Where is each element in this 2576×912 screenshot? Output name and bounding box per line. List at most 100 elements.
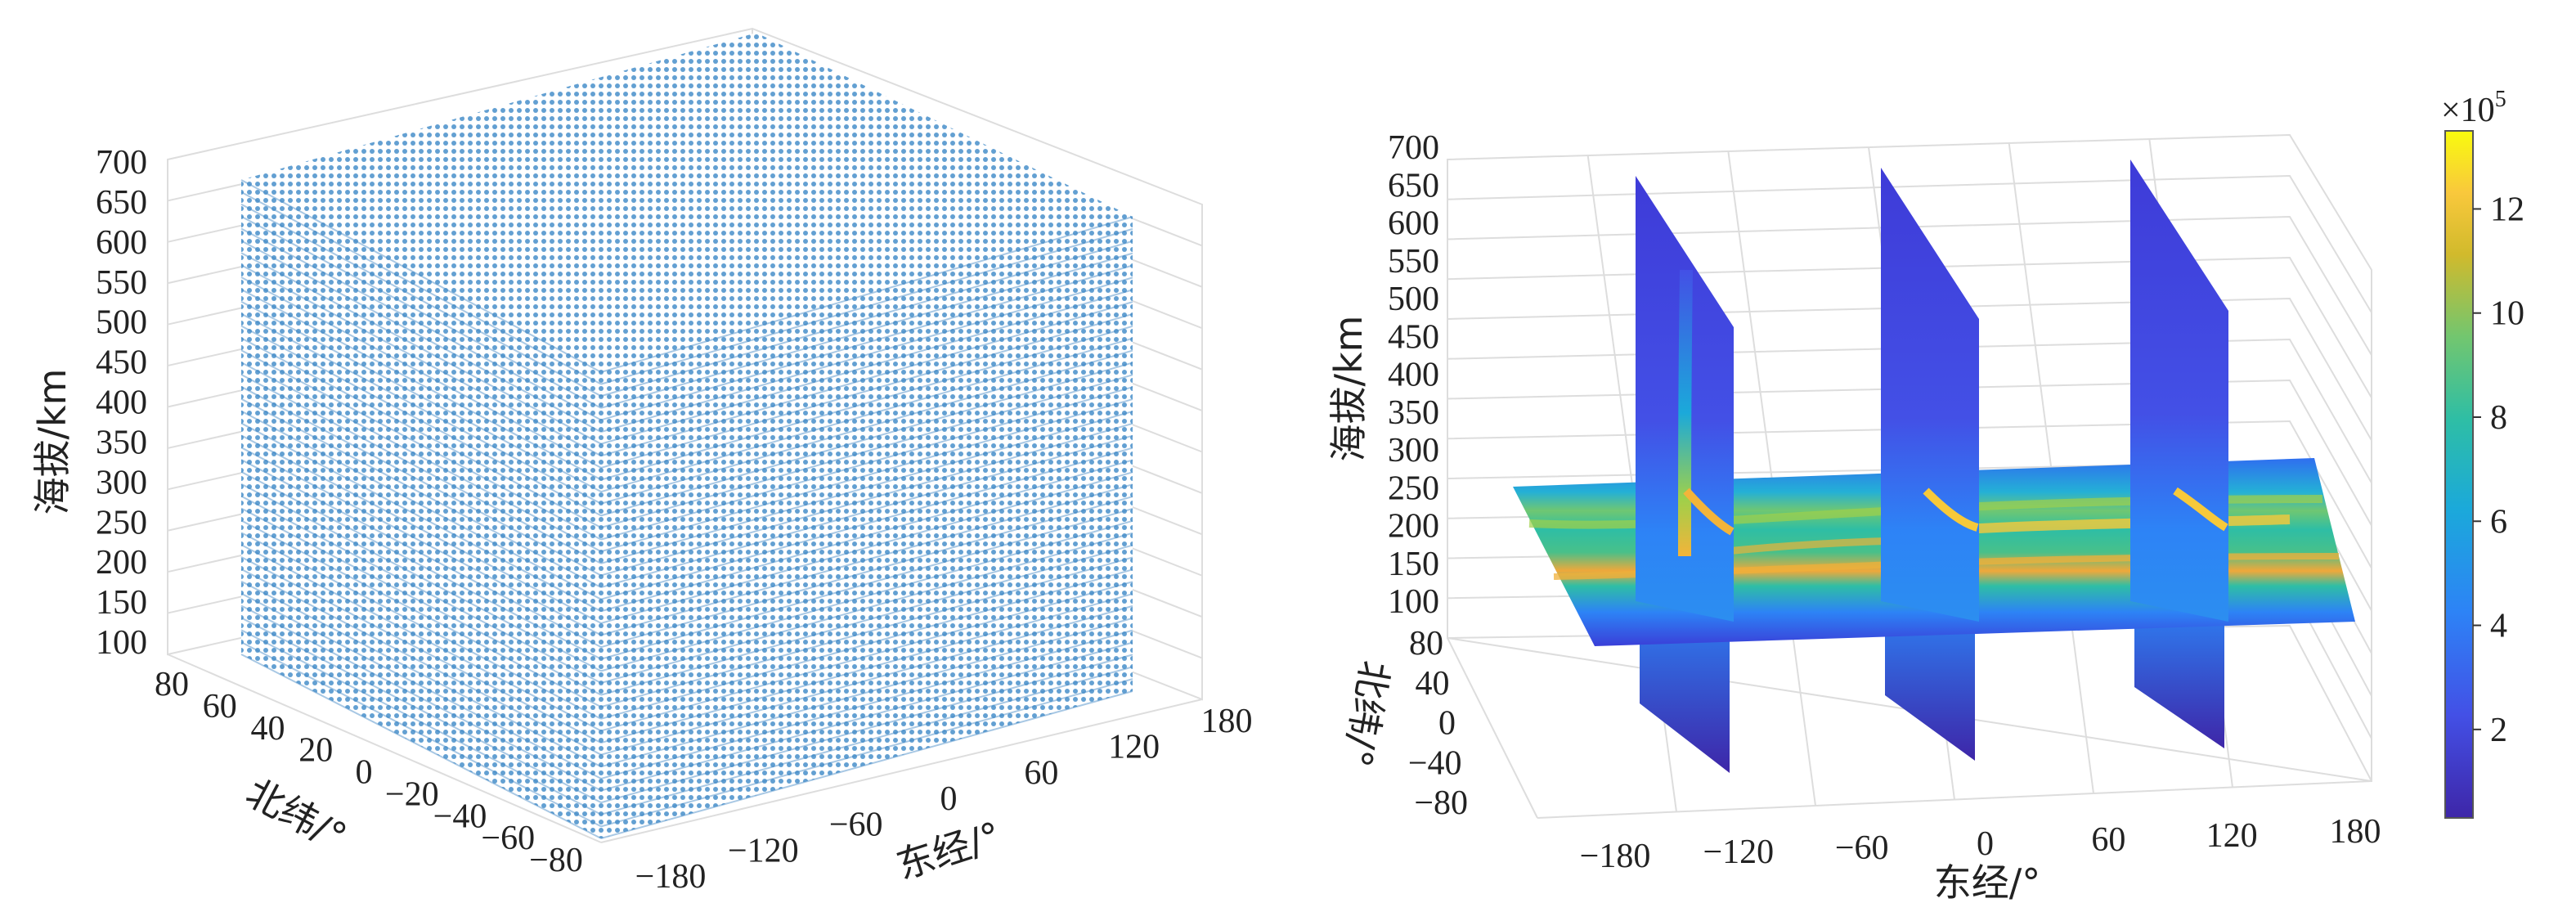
colorbar-tick-0: 12: [2490, 191, 2524, 228]
right-x-tick-3: 0: [1977, 825, 1994, 863]
right-z-tick-8: 300: [1388, 432, 1439, 469]
right-y-tick-2: 0: [1438, 705, 1456, 743]
right-z-tick-1: 650: [1388, 167, 1439, 204]
left-x-tick-labels: −180 −120 −60 0 60 120 180: [635, 703, 1253, 896]
left-z-tick-11: 150: [96, 584, 147, 622]
cloud-row-right: [600, 398, 1133, 553]
cloud-row-right: [600, 410, 1133, 564]
cloud-row-left: [240, 312, 602, 505]
right-z-tick-0: 700: [1388, 129, 1439, 167]
left-y-tick-5: −20: [385, 775, 439, 813]
cloud-row-left: [240, 507, 602, 696]
colorbar-tick-4: 4: [2490, 608, 2507, 645]
cloud-row-left: [240, 604, 602, 792]
right-z-tick-7: 350: [1388, 394, 1439, 432]
colorbar-tick-3: 6: [2490, 503, 2507, 541]
right-y-tick-1: 40: [1416, 665, 1450, 703]
left-x-tick-6: 180: [1201, 703, 1253, 740]
left-x-tick-4: 60: [1024, 754, 1058, 792]
right-x-tick-2: −60: [1835, 829, 1889, 867]
cloud-row-right: [600, 666, 1133, 815]
cloud-row-left: [240, 568, 602, 756]
cloud-row-left: [240, 362, 602, 553]
cloud-row-left: [240, 629, 602, 815]
right-z-tick-5: 450: [1388, 318, 1439, 356]
cloud-row-right: [600, 240, 1133, 398]
left-x-axis-label: 东经/°: [891, 813, 1007, 888]
cloud-row-right: [600, 362, 1133, 517]
right-z-tick-4: 500: [1388, 281, 1439, 318]
left-x-tick-1: −120: [728, 832, 799, 869]
cloud-row-right: [600, 422, 1133, 577]
right-x-tick-labels: −180 −120 −60 0 60 120 180: [1580, 813, 2381, 875]
cloud-row-left: [240, 276, 602, 469]
left-y-tick-labels: 80 60 40 20 0 −20−40−60−80: [155, 666, 583, 879]
vertical-slices: [1636, 159, 2228, 622]
cloud-left-face: [241, 180, 601, 838]
left-y-tick-4: 0: [356, 754, 373, 792]
cloud-row-right: [600, 471, 1133, 624]
right-x-tick-1: −120: [1703, 833, 1774, 871]
cloud-row-right: [600, 301, 1133, 457]
cloud-row-left: [240, 422, 602, 613]
cloud-row-left: [240, 495, 602, 684]
right-y-tick-4: −80: [1414, 784, 1468, 822]
right-grid-line: [1447, 256, 2372, 398]
right-z-tick-6: 400: [1388, 357, 1439, 394]
cloud-row-left: [240, 325, 602, 517]
cloud-row-right: [600, 568, 1133, 720]
cloud-row-right: [600, 507, 1133, 660]
right-x-axis-label: 东经/°: [1934, 860, 2041, 905]
cloud-row-right: [600, 678, 1133, 828]
left-z-tick-9: 250: [96, 504, 147, 541]
cloud-row-left: [240, 410, 602, 600]
left-y-tick-2: 40: [251, 710, 285, 748]
colorbar-tick-5: 2: [2490, 712, 2507, 749]
left-x-tick-2: −60: [829, 806, 883, 844]
slice-lower-parts: [1640, 601, 2224, 773]
left-z-tick-5: 450: [96, 344, 147, 382]
colorbar-exponent: ×105: [2441, 87, 2506, 129]
left-y-tick-0: 80: [155, 666, 189, 703]
cloud-row-left: [240, 227, 602, 421]
cloud-row-right: [600, 216, 1133, 373]
left-z-axis-label: 海拔/km: [30, 369, 74, 515]
left-z-tick-8: 300: [96, 464, 147, 501]
cloud-row-right: [600, 593, 1133, 744]
cloud-row-left: [240, 483, 602, 672]
right-y-tick-0: 80: [1409, 625, 1443, 663]
right-z-tick-3: 550: [1388, 243, 1439, 281]
slice-lon-0: [1881, 168, 1979, 622]
right-z-tick-10: 200: [1388, 508, 1439, 546]
cloud-row-right: [600, 386, 1133, 541]
cloud-row-right: [600, 519, 1133, 672]
right-x-tick-6: 180: [2330, 813, 2381, 851]
colorbar-tick-1: 10: [2490, 295, 2524, 333]
left-y-tick-3: 20: [298, 732, 333, 770]
cloud-row-right: [600, 325, 1133, 481]
cloud-right-face: [601, 217, 1133, 838]
cloud-row-left: [240, 519, 602, 708]
cloud-row-right: [600, 349, 1133, 505]
cloud-top-face: [241, 33, 1133, 372]
cloud-row-left: [240, 374, 602, 564]
left-z-tick-1: 650: [96, 184, 147, 222]
left-y-tick-7: −60: [481, 820, 535, 857]
cloud-row-left: [240, 252, 602, 445]
right-z-tick-2: 600: [1388, 205, 1439, 243]
cloud-row-left: [240, 580, 602, 768]
left-y-axis-label: 北纬/°: [239, 770, 354, 859]
slice-lon-120: [2130, 159, 2228, 622]
cloud-row-left: [240, 385, 602, 577]
cloud-row-left: [240, 240, 602, 433]
cloud-row-right: [600, 434, 1133, 589]
right-grid-line: [1447, 174, 2372, 313]
left-z-tick-12: 100: [96, 624, 147, 662]
right-y-axis-label: 北纬/°: [1335, 658, 1398, 770]
cloud-row-right: [600, 556, 1133, 708]
cloud-row-right: [600, 532, 1133, 684]
left-y-tick-6: −40: [433, 797, 487, 835]
right-x-tick-4: 60: [2091, 821, 2125, 859]
cloud-row-left: [240, 617, 602, 804]
